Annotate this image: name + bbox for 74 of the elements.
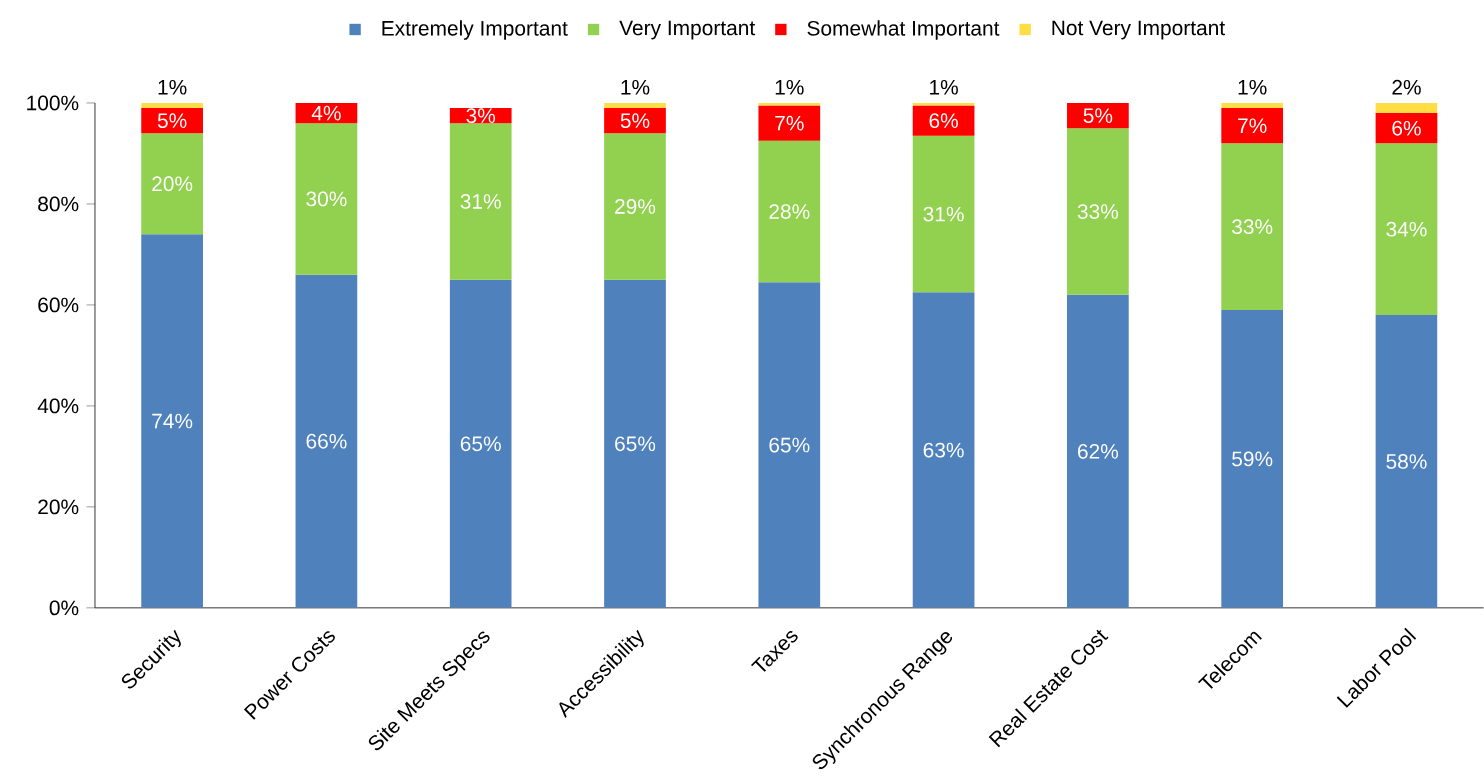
legend-label: Not Very Important: [1052, 20, 1225, 40]
bar: [1375, 143, 1438, 315]
bar: [1067, 294, 1129, 608]
bar: [295, 122, 358, 275]
data-label: 31%: [923, 206, 964, 222]
bar: [758, 281, 821, 608]
bar: [1375, 314, 1438, 608]
bar: [1067, 102, 1129, 129]
data-label: 65%: [460, 436, 501, 451]
data-label: 1%: [158, 79, 187, 95]
bar: [604, 107, 666, 134]
data-label: 4%: [311, 105, 341, 121]
bar: [1221, 107, 1284, 144]
bar: [1221, 102, 1284, 108]
bar: [295, 274, 358, 608]
data-label: 20%: [152, 176, 193, 191]
data-label: 59%: [1232, 451, 1273, 467]
bar: [1221, 309, 1284, 608]
data-label: 62%: [1078, 443, 1119, 459]
bar: [141, 133, 203, 235]
data-label: 30%: [306, 191, 347, 207]
bar: [758, 105, 821, 141]
data-label: 33%: [1232, 219, 1273, 234]
data-label: 28%: [769, 203, 810, 219]
data-label: 66%: [306, 433, 347, 449]
bar: [141, 234, 203, 608]
data-label: 1%: [1238, 79, 1267, 95]
data-label: 31%: [460, 193, 501, 209]
data-label: 34%: [1386, 221, 1427, 237]
bar: [1067, 128, 1129, 295]
legend-label: Somewhat Important: [807, 20, 1000, 40]
bar: [1375, 112, 1438, 144]
data-label: 1%: [775, 79, 804, 95]
bar: [449, 122, 512, 280]
bar: [604, 133, 666, 280]
bar: [1221, 143, 1284, 310]
data-label: 3%: [466, 107, 496, 123]
data-label: 5%: [620, 113, 650, 128]
data-label: 63%: [923, 442, 964, 458]
data-label: 65%: [615, 436, 656, 451]
data-label: 5%: [157, 113, 187, 128]
bar: [912, 102, 975, 106]
y-tick-label: 60%: [38, 297, 79, 313]
data-label: 58%: [1386, 453, 1427, 469]
data-label: 6%: [929, 113, 958, 128]
y-tick-label: 80%: [38, 196, 79, 212]
bar: [912, 105, 975, 136]
bar: [604, 279, 666, 608]
y-tick-label: 20%: [38, 499, 79, 515]
y-tick-label: 100%: [27, 95, 79, 111]
data-label: 7%: [775, 115, 804, 131]
data-label: 5%: [1083, 108, 1113, 123]
bar: [141, 107, 203, 134]
data-label: 6%: [1392, 120, 1421, 136]
bar: [912, 135, 975, 293]
data-label: 1%: [621, 79, 650, 95]
bar: [758, 140, 821, 282]
data-label: 7%: [1238, 118, 1267, 133]
bar: [758, 102, 821, 106]
data-label: 2%: [1392, 79, 1421, 95]
data-label: 74%: [152, 413, 193, 429]
y-tick-label: 40%: [37, 398, 79, 414]
legend-label: Extremely Important: [382, 20, 568, 40]
data-label: 33%: [1077, 203, 1119, 219]
bar: [449, 279, 512, 608]
y-tick-label: 0%: [49, 600, 79, 616]
data-label: 29%: [615, 198, 656, 214]
bar: [912, 292, 975, 608]
data-label: 1%: [930, 79, 958, 95]
data-label: 65%: [769, 437, 810, 453]
legend-label: Very Important: [619, 20, 756, 40]
bar: [1375, 102, 1438, 113]
bar: [604, 102, 666, 108]
bar: [141, 102, 203, 108]
